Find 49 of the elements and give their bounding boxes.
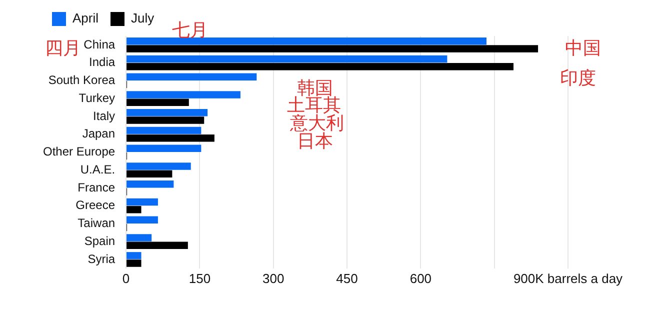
y-tick-label: Turkey [78,90,116,105]
bar [126,198,158,206]
bar [126,45,538,52]
bar [126,242,188,249]
bar [126,98,189,106]
bar [126,260,142,267]
annotation: 七月 [172,20,208,41]
bar [126,206,142,214]
y-tick-label: South Korea [48,73,116,88]
y-tick-label: Italy [93,108,116,123]
text: 四月 [45,38,81,59]
bar [126,170,172,178]
bar [126,234,152,242]
y-tick-label: Taiwan [78,216,116,230]
x-tick-label: 450 [336,270,358,286]
y-tick-label: France [78,180,116,194]
bar [126,180,174,188]
y-tick-label: Other Europe [42,144,116,159]
bar [126,116,204,124]
y-tick-label: Syria [88,252,116,266]
annotation: 印度 [560,68,596,89]
bar [126,252,142,260]
legend-label: July [131,10,155,26]
bar [126,38,486,45]
x-tick-label: 600 [410,270,432,286]
bar [126,134,214,142]
x-tick-label: 0 [122,270,130,286]
y-tick-label: U.A.E. [80,162,116,176]
annotation: 中国 [565,38,601,59]
bar [126,109,208,116]
bar [126,55,448,63]
bar [126,63,514,70]
x-tick-label: 300 [262,270,284,286]
bar [126,162,191,170]
bar [126,91,240,98]
annotation: 意大利 [290,113,344,134]
y-tick-label: Greece [76,198,116,212]
bar [126,144,202,152]
annotation: 日本 [297,131,333,152]
legend-label: April [72,10,99,26]
x-tick-label: 150 [188,270,211,286]
y-tick-label: Spain [84,234,116,248]
x-tick-label: 900K barrels a day [513,270,624,286]
bar [126,216,158,224]
y-tick-label: China [84,37,116,52]
y-tick-label: India [89,55,116,70]
y-tick-label: Japan [82,126,116,141]
bar [126,126,202,134]
bar [126,73,257,81]
